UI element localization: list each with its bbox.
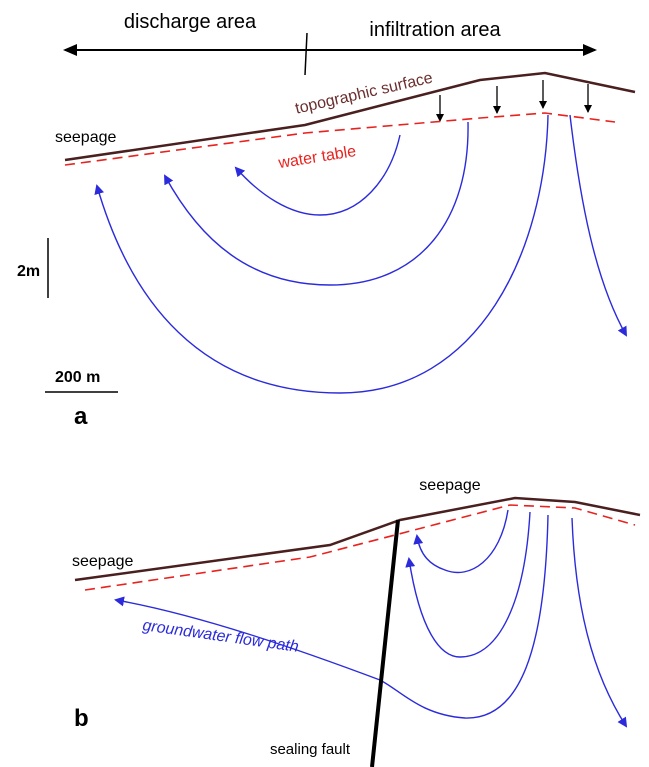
vertical-scale-label: 2m [17,263,40,280]
infiltration-arrows [436,80,592,122]
infiltration-label: infiltration area [369,19,501,41]
fault-label: sealing fault [270,741,351,758]
topographic-surface [64,71,636,162]
water-table [84,504,636,591]
flow-line [405,511,531,658]
water-table-label: water table [276,143,357,172]
flow-line [571,517,628,728]
discharge-label: discharge area [124,11,257,33]
panel-label: b [74,705,89,732]
flow-line [114,514,549,719]
horizontal-scale-label: 200 m [55,369,100,386]
sealing-fault [370,519,400,767]
panel-b: seepage seepage groundwater flow path se… [72,477,641,767]
topographic-surface [74,496,641,582]
flow-line [569,114,627,337]
seepage-label: seepage [55,129,116,146]
panel-label: a [74,403,88,430]
flow-path-label: groundwater flow path [141,617,299,656]
panel-a: discharge area infiltration area topogra… [17,11,636,430]
flow-line [94,114,549,394]
flow-line [234,134,401,216]
seepage-left-label: seepage [72,553,133,570]
divider [304,32,308,76]
water-table [64,112,616,166]
flow-line [164,121,469,286]
flow-line [413,509,509,574]
seepage-top-label: seepage [419,477,480,494]
